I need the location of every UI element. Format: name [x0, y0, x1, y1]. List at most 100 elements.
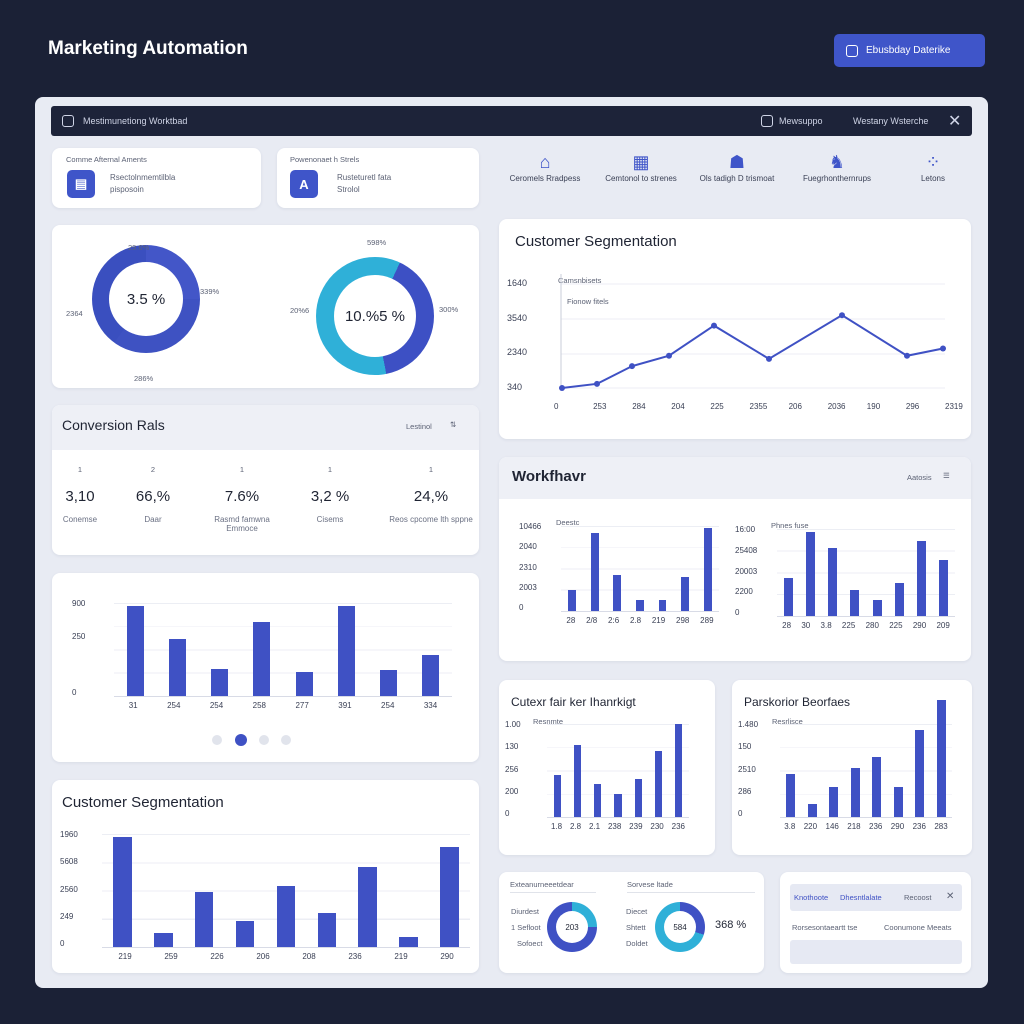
bar[interactable] [828, 547, 838, 616]
bar[interactable] [276, 885, 296, 947]
bar[interactable] [655, 750, 663, 817]
pager-dot-active[interactable] [235, 734, 247, 746]
bar[interactable] [805, 531, 815, 616]
data-point[interactable] [629, 363, 635, 370]
data-point[interactable] [559, 385, 565, 391]
sort-icon[interactable]: ⇅ [450, 420, 457, 429]
chart-subtitle: Deestc [556, 518, 580, 527]
status-input[interactable] [790, 940, 962, 964]
bar[interactable] [783, 578, 793, 616]
kpi: 1 24,% Reos cpcome lth sppne [376, 465, 486, 524]
y-tick-label: 0 [72, 687, 77, 697]
bar[interactable] [872, 599, 882, 616]
bar[interactable] [893, 787, 903, 817]
bar[interactable] [422, 655, 440, 696]
nav-item[interactable]: ⁘ Letons [888, 150, 978, 183]
data-point[interactable] [839, 312, 845, 319]
bar[interactable] [440, 847, 459, 947]
bar[interactable] [154, 932, 173, 947]
data-point[interactable] [766, 355, 772, 362]
x-tick-label: 0 [554, 402, 559, 411]
data-point[interactable] [666, 352, 672, 359]
bar[interactable] [681, 577, 690, 611]
bar[interactable] [168, 639, 186, 696]
bar[interactable] [113, 836, 132, 947]
bar[interactable] [936, 699, 946, 817]
pager-dot[interactable] [281, 735, 291, 745]
x-tick-label: 3.8 [820, 621, 832, 630]
bar[interactable] [253, 621, 271, 696]
bar[interactable] [614, 793, 622, 817]
conversion-card: Conversion Rals Lestinol ⇅ [52, 405, 479, 555]
bar[interactable] [786, 774, 796, 817]
users-icon: ☗ [728, 152, 746, 172]
kpi: 1 7.6% Rasmd famwna Emmoce [202, 465, 282, 533]
user-group-icon: ♞ [828, 152, 846, 172]
bar[interactable] [126, 605, 144, 696]
bar[interactable] [337, 605, 355, 696]
kpi-value: 24,% [413, 488, 449, 505]
bar[interactable] [829, 787, 839, 817]
bar[interactable] [613, 574, 622, 611]
bar[interactable] [211, 668, 229, 696]
nav-item[interactable]: ⌂ Ceromels Rradpess [500, 150, 590, 183]
workflow-card: Workfhavr Aatosis ☰ Deestc 10466 2040 2310… [499, 457, 971, 661]
pager-dot[interactable] [259, 735, 269, 745]
bar[interactable] [568, 589, 577, 611]
data-point[interactable] [940, 345, 946, 352]
plot-area [102, 834, 470, 948]
bar[interactable] [358, 866, 377, 947]
conversion-action[interactable]: Lestinol [406, 422, 432, 431]
bar[interactable] [295, 672, 313, 696]
window-action-1[interactable]: Mewsuppo [779, 116, 823, 126]
status-action[interactable]: Recoost [904, 893, 932, 902]
bar[interactable] [850, 589, 860, 616]
bar[interactable] [553, 774, 561, 817]
pager-dot[interactable] [212, 735, 222, 745]
bar[interactable] [807, 803, 817, 817]
bar[interactable] [658, 600, 667, 611]
bar[interactable] [573, 745, 581, 817]
bar[interactable] [235, 921, 255, 947]
data-point[interactable] [711, 322, 717, 329]
x-tick-label: 219 [394, 952, 408, 961]
y-tick-label: 2040 [519, 542, 537, 552]
bar[interactable] [194, 892, 214, 947]
nav-item[interactable]: ♞ Fuegrhonthernrups [792, 150, 882, 183]
bar[interactable] [317, 913, 336, 947]
bar[interactable] [939, 560, 949, 616]
chart-subtitle: Resrlisce [772, 717, 803, 726]
bar[interactable] [703, 528, 712, 611]
bar[interactable] [915, 729, 925, 817]
x-tick-label: 283 [934, 822, 948, 831]
bar[interactable] [634, 779, 642, 817]
bar[interactable] [399, 937, 418, 947]
bar[interactable] [675, 724, 683, 817]
bar[interactable] [636, 599, 644, 611]
x-tick-label: 2.8 [629, 616, 642, 625]
info-card[interactable]: Comme Afternal Aments ▤ Rsectolnmemtilbl… [52, 148, 261, 208]
bar[interactable] [872, 757, 882, 817]
y-tick-label: 2200 [735, 587, 753, 597]
data-point[interactable] [594, 380, 600, 387]
bar[interactable] [380, 669, 398, 696]
window-action-2[interactable]: Westany Wsterche [853, 116, 929, 126]
bar[interactable] [850, 767, 860, 817]
bar[interactable] [590, 533, 599, 611]
workflow-action[interactable]: Aatosis [907, 473, 932, 482]
nav-item[interactable]: ▦ Cemtonol to strenes [596, 150, 686, 183]
info-card[interactable]: Powenonaet h Strels A Rusteturetl fata S… [277, 148, 479, 208]
donut-center-value: 10.%5 % [334, 275, 416, 357]
y-tick-label: 16:00 [735, 525, 756, 534]
bar[interactable] [917, 540, 927, 616]
bar[interactable] [594, 783, 602, 817]
settings-icon[interactable]: ☰ [943, 471, 950, 480]
nav-item[interactable]: ☗ Ols tadigh D trismoat [692, 150, 782, 183]
header-action-button[interactable]: Ebusbday Daterike [834, 34, 985, 67]
x-tick-label: 253 [593, 402, 607, 411]
bar[interactable] [894, 583, 904, 616]
data-point[interactable] [904, 352, 910, 359]
close-icon[interactable]: ✕ [946, 891, 955, 902]
close-icon[interactable]: ✕ [948, 113, 962, 130]
kpi-value: 3,10 [65, 488, 95, 505]
